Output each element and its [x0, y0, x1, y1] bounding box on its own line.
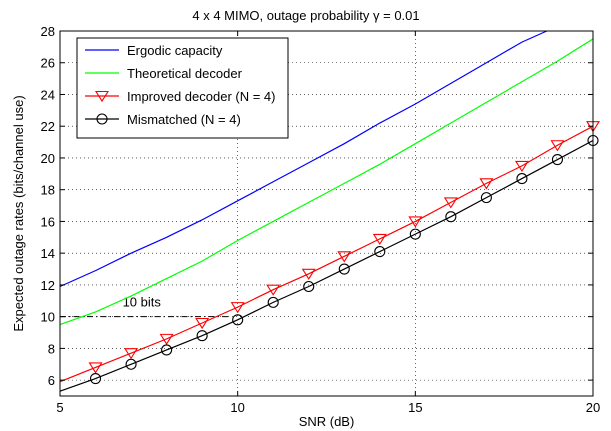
data-point-2 — [408, 216, 423, 228]
data-point-3 — [232, 314, 244, 326]
data-point-3 — [161, 344, 173, 356]
data-point-3 — [551, 153, 564, 166]
data-point-2 — [230, 302, 245, 314]
y-tick-label: 16 — [41, 214, 55, 229]
data-point-2 — [514, 160, 529, 173]
data-point-3 — [267, 296, 279, 308]
data-point-3 — [374, 246, 386, 258]
data-point-3 — [516, 173, 528, 185]
data-point-3 — [338, 263, 350, 275]
series-line-0 — [59, 30, 548, 288]
y-tick-label: 22 — [41, 119, 55, 134]
data-point-2 — [550, 140, 565, 152]
y-tick-label: 14 — [41, 246, 55, 261]
legend-item-3: Mismatched (N = 4) — [85, 112, 241, 127]
series-line-1 — [59, 38, 594, 326]
data-point-2 — [195, 317, 210, 330]
x-tick-label: 15 — [408, 400, 422, 415]
series-0 — [59, 30, 548, 288]
legend-label: Theoretical decoder — [127, 66, 243, 81]
series-1 — [59, 38, 594, 326]
x-tick-label: 5 — [56, 400, 63, 415]
legend: Ergodic capacity Theoretical decoder Impro… — [76, 37, 289, 139]
legend-box — [76, 37, 289, 139]
y-tick-label: 8 — [48, 341, 55, 356]
y-tick-label: 12 — [41, 278, 55, 293]
y-tick-label: 18 — [41, 183, 55, 198]
y-tick-label: 24 — [41, 87, 55, 102]
legend-label: Ergodic capacity — [127, 43, 223, 58]
legend-label: Improved decoder (N = 4) — [127, 89, 275, 104]
data-point-2 — [372, 233, 387, 246]
data-point-3 — [125, 358, 137, 370]
y-tick-label: 26 — [41, 56, 55, 71]
data-point-2 — [159, 333, 174, 346]
y-tick-label: 6 — [48, 373, 55, 388]
legend-marker — [95, 90, 109, 103]
x-axis-label: SNR (dB) — [299, 414, 355, 429]
data-point-3 — [196, 330, 208, 342]
data-point-2 — [443, 197, 458, 209]
x-tick-label: 20 — [586, 400, 600, 415]
data-point-2 — [479, 178, 494, 190]
data-point-2 — [88, 362, 103, 374]
data-point-2 — [337, 251, 352, 263]
y-axis-label: Expected outage rates (bits/channel use) — [11, 95, 26, 331]
series-3 — [59, 134, 599, 392]
series-line-3 — [59, 139, 594, 392]
data-point-2 — [266, 284, 281, 296]
legend-label: Mismatched (N = 4) — [127, 112, 241, 127]
y-tick-label: 10 — [41, 310, 55, 325]
data-point-3 — [89, 372, 102, 385]
data-point-2 — [301, 268, 316, 280]
reference-line-group: 10 bits — [60, 295, 231, 318]
annotation-10-bits: 10 bits — [123, 295, 162, 310]
data-point-2 — [124, 348, 139, 360]
series-line-2 — [59, 125, 594, 383]
series-2 — [59, 121, 600, 383]
y-tick-label: 20 — [41, 151, 55, 166]
x-tick-label: 10 — [230, 400, 244, 415]
legend-item-0: Ergodic capacity — [85, 43, 223, 58]
plot-frame — [59, 30, 594, 397]
y-tick-label: 28 — [41, 24, 55, 39]
legend-marker — [96, 113, 108, 125]
axis-ticks: 5 10 15 20 6 8 10 12 14 16 18 20 22 24 26 28 — [41, 24, 601, 415]
data-point-3 — [445, 211, 457, 223]
data-point-3 — [409, 228, 421, 240]
data-point-3 — [480, 192, 492, 204]
data-point-3 — [303, 280, 315, 293]
chart-title: 4 x 4 MIMO, outage probability γ = 0.01 — [192, 8, 419, 23]
legend-item-2: Improved decoder (N = 4) — [85, 89, 275, 104]
series-group — [59, 30, 600, 392]
legend-item-1: Theoretical decoder — [85, 66, 243, 81]
